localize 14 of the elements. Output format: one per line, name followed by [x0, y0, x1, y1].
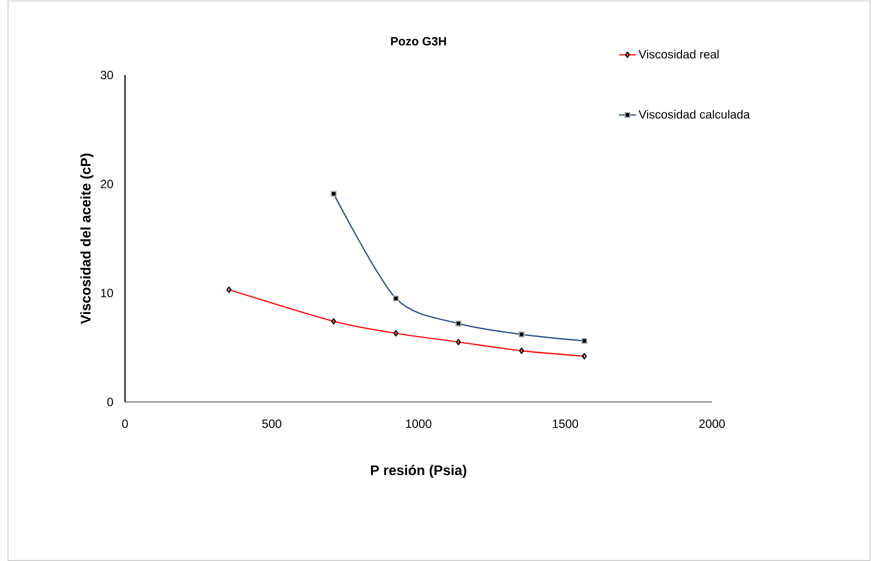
legend-label: Viscosidad real: [638, 50, 719, 59]
x-tick-label: 2000: [699, 420, 725, 428]
chart-title: Pozo G3H: [391, 37, 446, 46]
x-tick-label: 500: [262, 420, 282, 428]
x-tick-label: 1500: [552, 420, 578, 428]
y-tick-label: 10: [101, 288, 114, 298]
x-tick-label: 1000: [406, 420, 432, 428]
y-axis-title: Viscosidad del aceite (cP): [80, 154, 94, 324]
x-axis-title: P resión (Psia): [371, 464, 466, 478]
y-tick-label: 0: [107, 398, 114, 406]
y-tick-label: 20: [100, 180, 114, 188]
legend-label: Viscosidad calculada: [638, 110, 750, 119]
y-tick-label: 30: [100, 70, 114, 80]
x-tick-label: 0: [122, 420, 128, 428]
